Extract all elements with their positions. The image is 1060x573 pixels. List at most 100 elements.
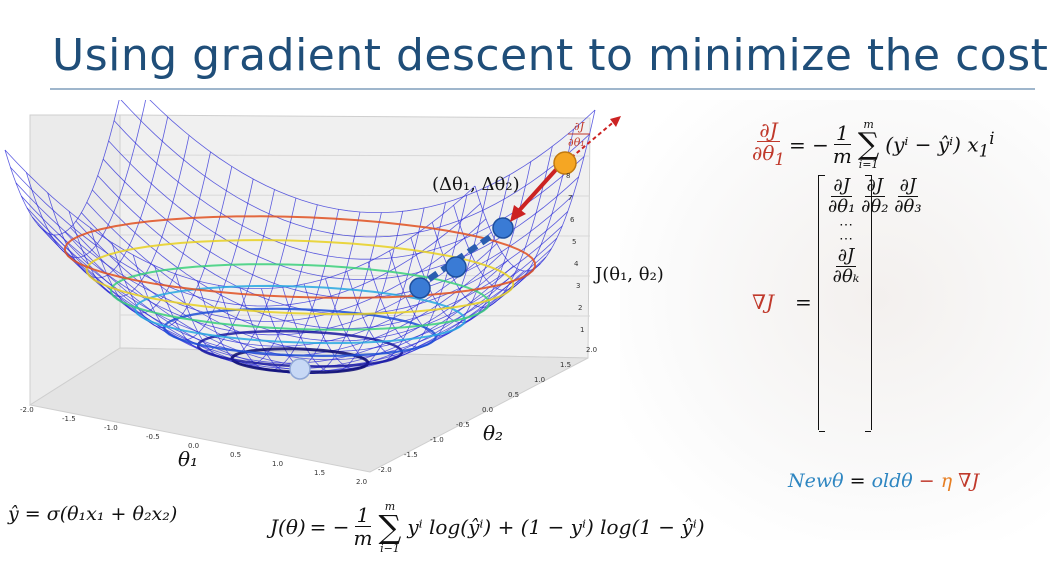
vector-entry-3: ∂J ∂θ₃ bbox=[894, 176, 921, 217]
y-tick-label: 0.5 bbox=[508, 391, 519, 399]
x-tick-label: 0.5 bbox=[230, 451, 241, 459]
y-axis-label: θ₂ bbox=[483, 421, 503, 445]
gradient-vector-brackets bbox=[818, 175, 872, 432]
z-tick-label: 4 bbox=[574, 260, 579, 268]
mesh-line bbox=[149, 100, 596, 213]
x-tick-label: -0.5 bbox=[146, 433, 160, 441]
pane-gridline bbox=[119, 314, 591, 317]
step-arrowhead bbox=[510, 205, 526, 222]
vector-entry-k: ∂J ∂θₖ bbox=[833, 246, 860, 287]
partial-lhs: ∂J ∂θ1 bbox=[752, 119, 785, 169]
partial-equals: = − bbox=[789, 132, 829, 157]
vector-entry-1: ∂J ∂θ₁ bbox=[828, 176, 855, 217]
z-tick-label: 6 bbox=[570, 216, 575, 224]
cost-sum-bottom: i−1 bbox=[380, 541, 400, 555]
partial-lhs-den-text: ∂θ bbox=[752, 141, 775, 166]
mesh-line bbox=[410, 161, 532, 324]
y-tick-label: -1.0 bbox=[430, 436, 444, 444]
vector-entry-2-num: ∂J bbox=[864, 175, 886, 197]
mesh-line bbox=[120, 100, 590, 238]
cost-sum-symbol: ∑ bbox=[378, 508, 402, 546]
gradient-label-num: ∂J bbox=[574, 120, 585, 133]
vector-entry-2-den: ∂θ₂ bbox=[861, 195, 889, 217]
contour-ring bbox=[163, 307, 437, 358]
cost-lhs: J(θ) bbox=[270, 515, 306, 540]
cost-coef-den: m bbox=[353, 526, 373, 551]
minimum-point bbox=[289, 358, 311, 380]
cost-surface-plot: (Δθ₁, Δθ₂) ∂J ∂θ₁ J(θ₁, θ₂) θ₁ θ₂ -2.0 -1… bbox=[4, 100, 664, 486]
partial-rhs: (yⁱ − ŷⁱ) x1i bbox=[885, 129, 994, 161]
z-tick-label: 2 bbox=[578, 304, 582, 312]
gradient-vector: ∂J ∂θ₁ ∂J ∂θ₂ ∂J ∂θ₃ ⋯ ⋯ ∂J ∂θₖ bbox=[828, 176, 922, 289]
partial-rhs-text: (yⁱ − ŷⁱ) x bbox=[885, 132, 979, 157]
cost-function-equation: J(θ) = − 1 m m ∑ i−1 yⁱ log(ŷⁱ) + (1 − y… bbox=[270, 500, 705, 555]
cost-sum-top: m bbox=[384, 500, 396, 513]
vector-ellipsis-1: ⋯ bbox=[839, 217, 853, 234]
vector-entry-k-num: ∂J bbox=[835, 245, 857, 268]
start-point bbox=[553, 151, 577, 175]
gradient-direction-arrow bbox=[565, 119, 617, 163]
update-new-theta: Newθ bbox=[788, 470, 844, 492]
contour-ring bbox=[85, 239, 515, 316]
pane-gridline bbox=[119, 194, 591, 197]
mesh-line bbox=[453, 129, 574, 291]
sum-symbol: ∑ bbox=[857, 127, 880, 162]
update-gradient: ∇J bbox=[958, 470, 980, 492]
partial-lhs-sub: 1 bbox=[774, 150, 785, 170]
partial-lhs-den: ∂θ1 bbox=[752, 141, 785, 170]
contour-ring bbox=[63, 215, 537, 299]
contour-ring bbox=[196, 329, 404, 368]
x-tick-label: 1.5 bbox=[314, 469, 325, 477]
cost-coef-num: 1 bbox=[354, 503, 372, 528]
z-tick-label: 7 bbox=[568, 194, 572, 202]
z-tick-label: 3 bbox=[576, 282, 580, 290]
gradient-symbol: ∇J bbox=[752, 290, 774, 314]
mesh-line bbox=[389, 174, 510, 337]
path-point-3 bbox=[409, 277, 431, 299]
contour-ring bbox=[134, 284, 466, 345]
vector-ellipsis-2: ⋯ bbox=[839, 231, 853, 248]
x-axis-label: θ₁ bbox=[178, 447, 198, 471]
update-minus: − bbox=[918, 470, 935, 492]
gradient-label-den: ∂θ₁ bbox=[568, 136, 585, 149]
vector-entry-3-den: ∂θ₃ bbox=[894, 195, 922, 217]
partial-rhs-sub: 1 bbox=[978, 141, 990, 161]
floor-pane bbox=[28, 347, 589, 473]
z-tick-label: 1 bbox=[580, 326, 584, 334]
partial-sum-top: m bbox=[863, 118, 874, 131]
mesh-line bbox=[346, 195, 468, 357]
y-tick-label: 1.0 bbox=[534, 376, 545, 384]
cost-coef: 1 m bbox=[354, 504, 373, 550]
mesh-line bbox=[282, 211, 404, 373]
mesh-line bbox=[92, 189, 563, 329]
mesh-line bbox=[113, 120, 585, 260]
update-old-theta: oldθ bbox=[871, 470, 913, 492]
x-tick-label: -1.5 bbox=[62, 415, 76, 423]
x-tick-label: -1.0 bbox=[104, 424, 118, 432]
pane-gridline bbox=[119, 154, 591, 157]
y-tick-label: 2.0 bbox=[586, 346, 597, 354]
cost-rhs: yⁱ log(ŷⁱ) + (1 − yⁱ) log(1 − ŷⁱ) bbox=[407, 515, 705, 540]
z-tick-label: 8 bbox=[566, 172, 570, 180]
partial-sum: m ∑ i=1 bbox=[858, 118, 879, 171]
x-tick-label: 0.0 bbox=[188, 442, 199, 450]
y-tick-label: -1.5 bbox=[404, 451, 418, 459]
z-tick-label: 5 bbox=[572, 238, 576, 246]
path-point-1 bbox=[492, 217, 514, 239]
gradient-arrowhead bbox=[610, 116, 621, 127]
vector-entry-1-num: ∂J bbox=[831, 175, 852, 197]
cost-equals: = − bbox=[309, 515, 350, 540]
update-learning-rate: η bbox=[940, 470, 953, 492]
partial-coef: 1 m bbox=[833, 122, 852, 168]
slide-title: Using gradient descent to minimize the c… bbox=[52, 30, 1049, 81]
gradient-equals: = bbox=[795, 290, 812, 314]
partial-coef-num: 1 bbox=[833, 120, 851, 145]
vector-entry-2: ∂J ∂θ₂ bbox=[861, 176, 888, 217]
title-underline bbox=[50, 88, 1035, 90]
step-label: (Δθ₁, Δθ₂) bbox=[432, 174, 520, 195]
axis-ticks: -2.0 -1.5 -1.0 -0.5 0.0 0.5 1.0 1.5 2.0 -2.0 -1.5 -… bbox=[20, 172, 597, 486]
background-watermark bbox=[620, 100, 1050, 540]
contour-ring bbox=[230, 347, 370, 374]
descent-path bbox=[289, 116, 621, 380]
footer-strip bbox=[0, 563, 1060, 573]
